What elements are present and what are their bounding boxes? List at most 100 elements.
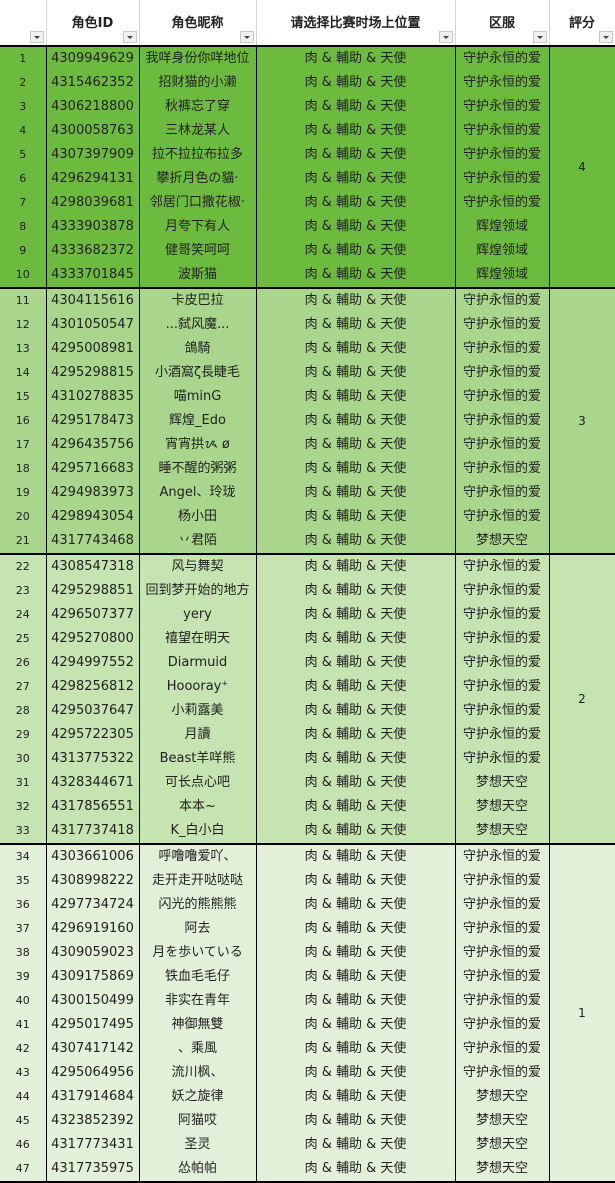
server-cell[interactable]: 守护永恒的爱 [455,965,550,989]
server-cell[interactable]: 守护永恒的爱 [455,288,550,313]
nickname-cell[interactable]: 喵minG [139,385,257,409]
position-cell[interactable]: 肉 & 輔助 & 天使 [256,554,456,579]
row-number-cell[interactable]: 35 [0,869,47,893]
position-cell[interactable]: 肉 & 輔助 & 天使 [256,457,456,481]
position-cell[interactable]: 肉 & 輔助 & 天使 [256,1157,456,1183]
nickname-cell[interactable]: 、乘風 [139,1037,257,1061]
position-cell[interactable]: 肉 & 輔助 & 天使 [256,795,456,819]
score-cell[interactable]: 1 [549,844,615,1183]
position-cell[interactable]: 肉 & 輔助 & 天使 [256,675,456,699]
role-id-cell[interactable]: 4295037647 [46,699,140,723]
role-id-cell[interactable]: 4298039681 [46,191,140,215]
position-cell[interactable]: 肉 & 輔助 & 天使 [256,46,456,71]
row-number-cell[interactable]: 11 [0,288,47,313]
nickname-cell[interactable]: 宵宵拱ᝰ ø [139,433,257,457]
server-cell[interactable]: 守护永恒的爱 [455,337,550,361]
position-cell[interactable]: 肉 & 輔助 & 天使 [256,263,456,289]
position-cell[interactable]: 肉 & 輔助 & 天使 [256,603,456,627]
row-number-cell[interactable]: 40 [0,989,47,1013]
position-cell[interactable]: 肉 & 輔助 & 天使 [256,119,456,143]
server-cell[interactable]: 守护永恒的爱 [455,1061,550,1085]
row-number-cell[interactable]: 31 [0,771,47,795]
nickname-cell[interactable]: yery [139,603,257,627]
row-number-cell[interactable]: 47 [0,1157,47,1183]
row-number-cell[interactable]: 25 [0,627,47,651]
role-id-cell[interactable]: 4296507377 [46,603,140,627]
position-cell[interactable]: 肉 & 輔助 & 天使 [256,989,456,1013]
server-cell[interactable]: 守护永恒的爱 [455,46,550,71]
server-cell[interactable]: 梦想天空 [455,1157,550,1183]
role-id-cell[interactable]: 4323852392 [46,1109,140,1133]
server-cell[interactable]: 守护永恒的爱 [455,433,550,457]
position-cell[interactable]: 肉 & 輔助 & 天使 [256,337,456,361]
role-id-cell[interactable]: 4317743468 [46,529,140,555]
nickname-cell[interactable]: Beast羊咩熊 [139,747,257,771]
position-cell[interactable]: 肉 & 輔助 & 天使 [256,409,456,433]
nickname-cell[interactable]: 阿去 [139,917,257,941]
server-cell[interactable]: 守护永恒的爱 [455,579,550,603]
position-cell[interactable]: 肉 & 輔助 & 天使 [256,1037,456,1061]
role-id-cell[interactable]: 4295270800 [46,627,140,651]
filter-dropdown-icon[interactable] [598,31,613,43]
server-cell[interactable]: 守护永恒的爱 [455,191,550,215]
row-number-cell[interactable]: 38 [0,941,47,965]
server-cell[interactable]: 守护永恒的爱 [455,747,550,771]
server-cell[interactable]: 守护永恒的爱 [455,385,550,409]
row-number-cell[interactable]: 3 [0,95,47,119]
role-id-cell[interactable]: 4317856551 [46,795,140,819]
row-number-cell[interactable]: 29 [0,723,47,747]
row-number-cell[interactable]: 39 [0,965,47,989]
role-id-cell[interactable]: 4317737418 [46,819,140,845]
nickname-cell[interactable]: 睡不醒的粥粥 [139,457,257,481]
server-cell[interactable]: 守护永恒的爱 [455,844,550,869]
nickname-cell[interactable]: Angel、玲珑 [139,481,257,505]
nickname-cell[interactable]: Diarmuid [139,651,257,675]
position-cell[interactable]: 肉 & 輔助 & 天使 [256,143,456,167]
position-cell[interactable]: 肉 & 輔助 & 天使 [256,239,456,263]
position-cell[interactable]: 肉 & 輔助 & 天使 [256,288,456,313]
role-id-cell[interactable]: 4315462352 [46,71,140,95]
nickname-cell[interactable]: 铁血毛毛仔 [139,965,257,989]
filter-dropdown-icon[interactable] [239,31,254,43]
role-id-cell[interactable]: 4308547318 [46,554,140,579]
role-id-cell[interactable]: 4298256812 [46,675,140,699]
position-cell[interactable]: 肉 & 輔助 & 天使 [256,71,456,95]
position-cell[interactable]: 肉 & 輔助 & 天使 [256,361,456,385]
nickname-cell[interactable]: 流川枫、 [139,1061,257,1085]
nickname-cell[interactable]: 波斯猫 [139,263,257,289]
role-id-cell[interactable]: 4294997552 [46,651,140,675]
nickname-cell[interactable]: K_白小白 [139,819,257,845]
row-number-cell[interactable]: 8 [0,215,47,239]
row-number-cell[interactable]: 15 [0,385,47,409]
position-cell[interactable]: 肉 & 輔助 & 天使 [256,191,456,215]
position-cell[interactable]: 肉 & 輔助 & 天使 [256,844,456,869]
nickname-cell[interactable]: 怂帕帕 [139,1157,257,1183]
row-number-cell[interactable]: 2 [0,71,47,95]
row-number-cell[interactable]: 16 [0,409,47,433]
nickname-cell[interactable]: 风与舞契 [139,554,257,579]
row-number-cell[interactable]: 34 [0,844,47,869]
role-id-cell[interactable]: 4295178473 [46,409,140,433]
server-cell[interactable]: 守护永恒的爱 [455,554,550,579]
server-cell[interactable]: 梦想天空 [455,771,550,795]
position-cell[interactable]: 肉 & 輔助 & 天使 [256,893,456,917]
row-number-cell[interactable]: 37 [0,917,47,941]
row-number-cell[interactable]: 33 [0,819,47,845]
server-cell[interactable]: 守护永恒的爱 [455,917,550,941]
position-cell[interactable]: 肉 & 輔助 & 天使 [256,1061,456,1085]
position-cell[interactable]: 肉 & 輔助 & 天使 [256,627,456,651]
position-cell[interactable]: 肉 & 輔助 & 天使 [256,941,456,965]
server-cell[interactable]: 守护永恒的爱 [455,675,550,699]
nickname-cell[interactable]: 闪光的熊熊熊 [139,893,257,917]
nickname-cell[interactable]: 呼噜噜爱吖、 [139,844,257,869]
role-id-cell[interactable]: 4297734724 [46,893,140,917]
nickname-cell[interactable]: 阿猫哎 [139,1109,257,1133]
nickname-cell[interactable]: 丷君陌 [139,529,257,555]
server-cell[interactable]: 守护永恒的爱 [455,167,550,191]
nickname-cell[interactable]: 三林龙某人 [139,119,257,143]
nickname-cell[interactable]: 邻居门口撒花椒· [139,191,257,215]
position-cell[interactable]: 肉 & 輔助 & 天使 [256,167,456,191]
nickname-cell[interactable]: 本本~ [139,795,257,819]
role-id-cell[interactable]: 4295298851 [46,579,140,603]
role-id-cell[interactable]: 4310278835 [46,385,140,409]
